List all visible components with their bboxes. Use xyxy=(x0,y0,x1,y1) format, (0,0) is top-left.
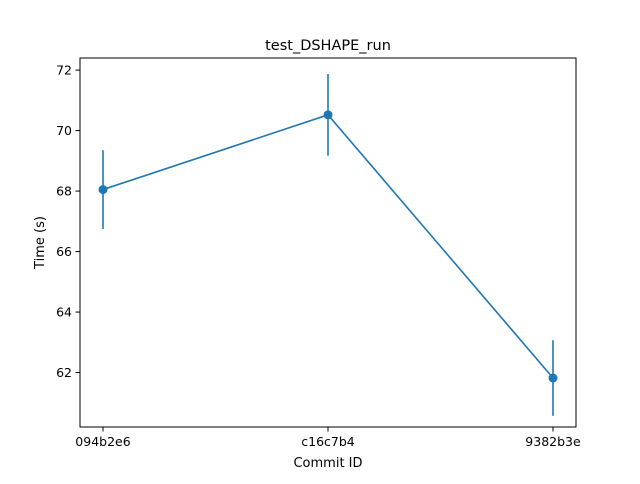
x-tick-label: 094b2e6 xyxy=(75,434,130,449)
y-tick-label: 72 xyxy=(56,63,72,78)
data-point xyxy=(548,373,558,383)
y-axis-label: Time (s) xyxy=(33,216,48,270)
data-point xyxy=(323,110,333,120)
series-layer xyxy=(98,110,558,383)
chart-title: test_DSHAPE_run xyxy=(265,38,391,54)
data-point xyxy=(98,185,108,195)
y-tick-label: 64 xyxy=(56,305,72,320)
y-axis-ticks: 62 64 66 68 70 72 xyxy=(56,63,80,380)
y-tick-label: 68 xyxy=(56,184,72,199)
x-axis-ticks: 094b2e6 c16c7b4 9382b3e xyxy=(75,427,581,449)
x-axis-label: Commit ID xyxy=(293,456,362,471)
x-tick-label: 9382b3e xyxy=(525,434,581,449)
plot-frame xyxy=(79,57,577,428)
y-tick-label: 70 xyxy=(56,123,72,138)
y-tick-label: 62 xyxy=(56,365,72,380)
x-tick-label: c16c7b4 xyxy=(301,434,355,449)
y-tick-label: 66 xyxy=(56,244,72,259)
